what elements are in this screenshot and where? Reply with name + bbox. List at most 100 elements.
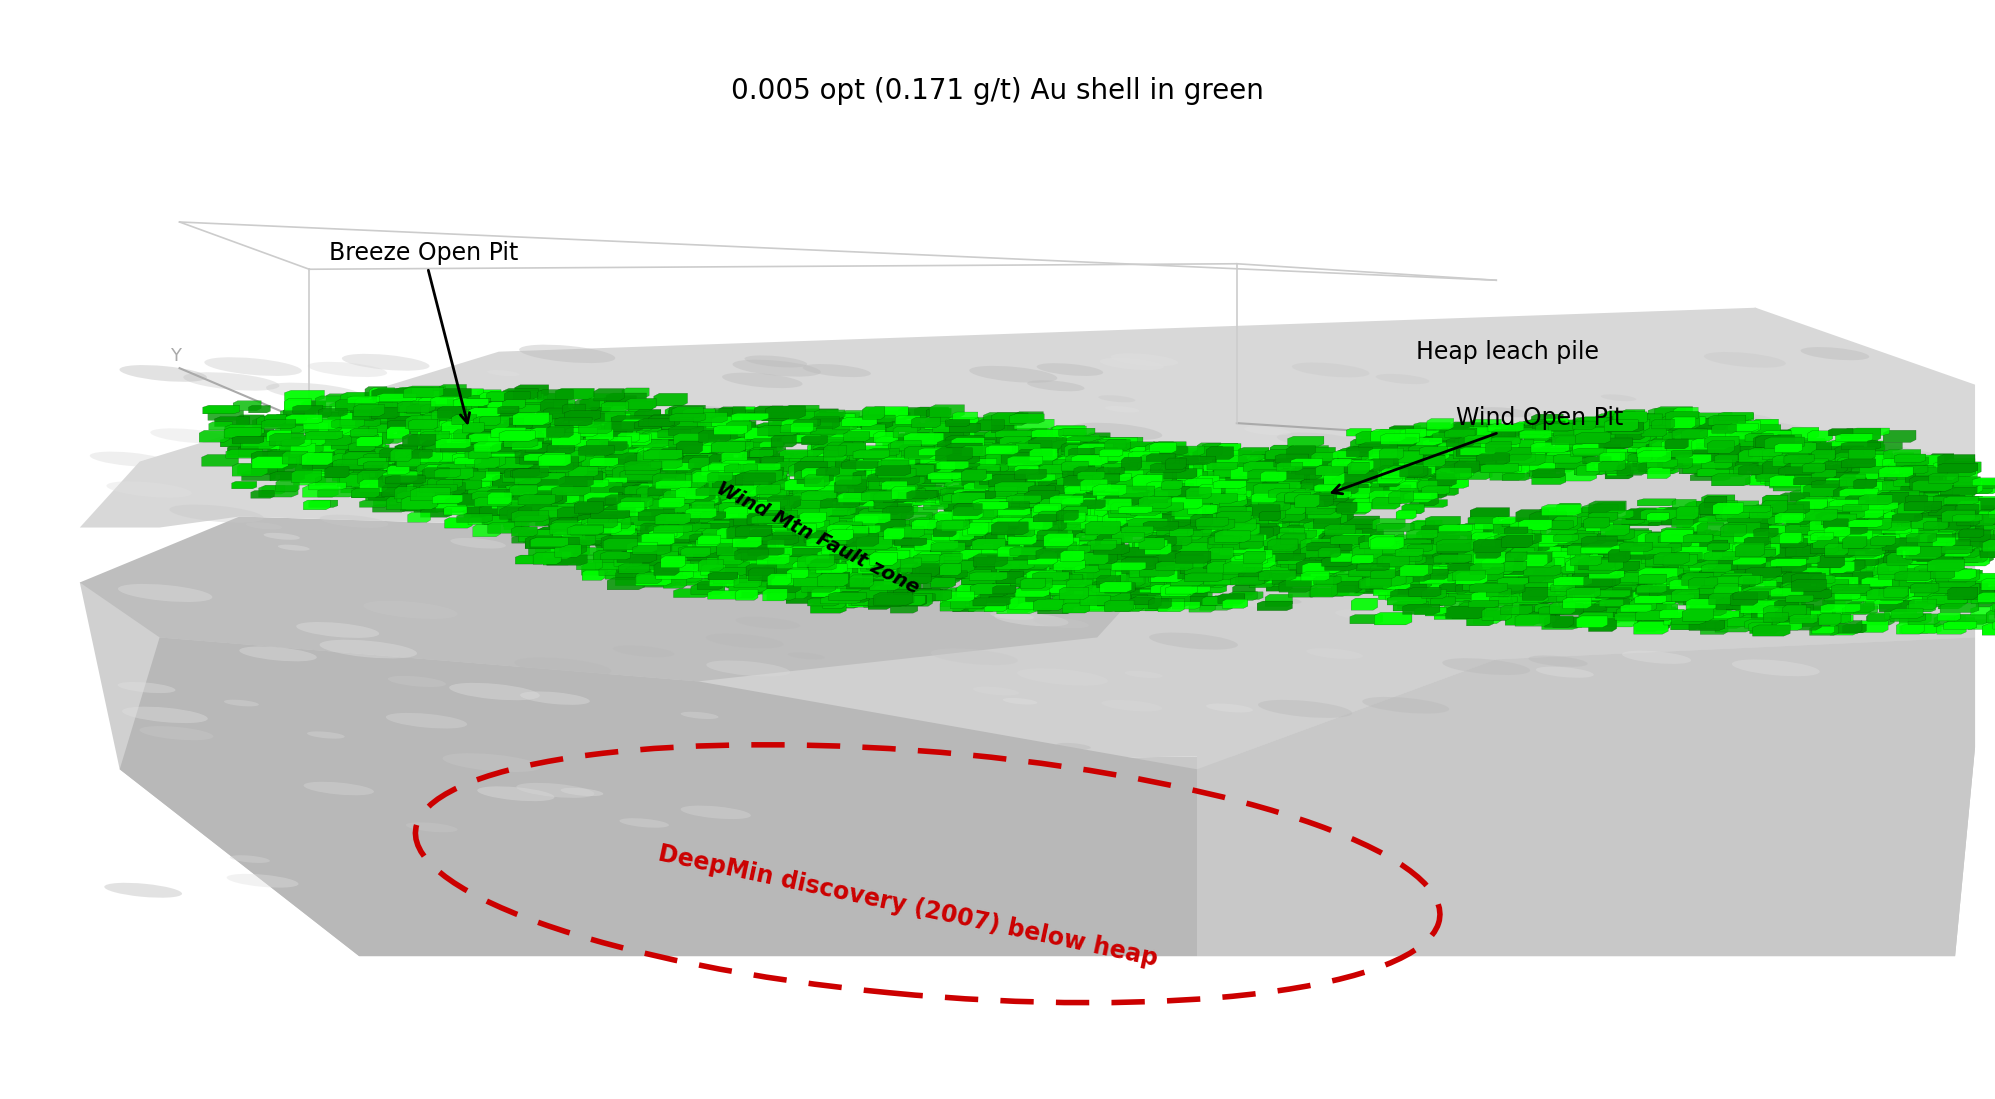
PathPatch shape: [483, 463, 507, 471]
PathPatch shape: [1095, 499, 1131, 510]
PathPatch shape: [1201, 489, 1229, 497]
PathPatch shape: [952, 598, 974, 606]
PathPatch shape: [465, 485, 497, 496]
PathPatch shape: [305, 420, 345, 433]
PathPatch shape: [1173, 496, 1199, 506]
PathPatch shape: [1754, 529, 1778, 536]
PathPatch shape: [656, 571, 692, 579]
PathPatch shape: [1355, 586, 1383, 593]
PathPatch shape: [1233, 528, 1273, 539]
PathPatch shape: [1383, 474, 1408, 486]
PathPatch shape: [730, 585, 762, 596]
PathPatch shape: [654, 446, 678, 458]
PathPatch shape: [1738, 439, 1764, 446]
PathPatch shape: [379, 448, 403, 457]
PathPatch shape: [1965, 498, 1995, 510]
PathPatch shape: [1069, 448, 1095, 455]
PathPatch shape: [1728, 547, 1768, 558]
PathPatch shape: [1257, 466, 1291, 476]
PathPatch shape: [1983, 540, 1995, 552]
PathPatch shape: [363, 426, 387, 439]
Ellipse shape: [1666, 671, 1714, 681]
PathPatch shape: [1117, 596, 1155, 606]
PathPatch shape: [1151, 544, 1183, 553]
Ellipse shape: [1245, 426, 1291, 435]
PathPatch shape: [1598, 466, 1634, 475]
PathPatch shape: [1694, 541, 1726, 551]
PathPatch shape: [1205, 540, 1229, 548]
PathPatch shape: [1861, 533, 1891, 545]
PathPatch shape: [962, 578, 996, 585]
PathPatch shape: [964, 525, 990, 533]
PathPatch shape: [972, 488, 994, 501]
PathPatch shape: [551, 457, 579, 469]
PathPatch shape: [495, 403, 535, 417]
PathPatch shape: [1841, 442, 1881, 449]
PathPatch shape: [1177, 542, 1205, 548]
PathPatch shape: [950, 485, 984, 496]
PathPatch shape: [696, 442, 724, 449]
PathPatch shape: [1967, 506, 1993, 514]
PathPatch shape: [417, 463, 457, 471]
Ellipse shape: [385, 713, 467, 729]
PathPatch shape: [1881, 518, 1907, 525]
PathPatch shape: [1744, 620, 1772, 628]
PathPatch shape: [1658, 577, 1686, 588]
PathPatch shape: [1247, 525, 1273, 535]
PathPatch shape: [495, 420, 535, 433]
PathPatch shape: [868, 598, 906, 607]
PathPatch shape: [1951, 584, 1979, 597]
PathPatch shape: [714, 425, 748, 434]
PathPatch shape: [557, 508, 595, 518]
PathPatch shape: [1648, 571, 1684, 582]
PathPatch shape: [1458, 541, 1480, 551]
PathPatch shape: [1907, 559, 1931, 571]
PathPatch shape: [710, 409, 732, 419]
PathPatch shape: [535, 482, 559, 495]
PathPatch shape: [1652, 608, 1678, 619]
PathPatch shape: [305, 431, 343, 440]
PathPatch shape: [1287, 525, 1309, 532]
PathPatch shape: [1897, 622, 1923, 634]
PathPatch shape: [1217, 569, 1257, 581]
PathPatch shape: [1051, 463, 1081, 475]
PathPatch shape: [1249, 457, 1279, 466]
PathPatch shape: [1975, 514, 1995, 523]
PathPatch shape: [461, 482, 499, 493]
PathPatch shape: [505, 393, 545, 403]
PathPatch shape: [836, 562, 872, 570]
PathPatch shape: [1422, 582, 1446, 592]
PathPatch shape: [800, 409, 838, 419]
PathPatch shape: [852, 592, 880, 606]
PathPatch shape: [1287, 436, 1325, 446]
PathPatch shape: [1510, 578, 1538, 588]
PathPatch shape: [1139, 448, 1177, 456]
PathPatch shape: [1796, 606, 1835, 617]
PathPatch shape: [1907, 603, 1935, 612]
PathPatch shape: [1588, 545, 1624, 554]
PathPatch shape: [1450, 570, 1476, 584]
PathPatch shape: [634, 423, 662, 434]
PathPatch shape: [658, 430, 690, 437]
PathPatch shape: [1277, 474, 1305, 486]
PathPatch shape: [1267, 553, 1305, 560]
PathPatch shape: [1907, 546, 1933, 555]
PathPatch shape: [822, 443, 854, 455]
PathPatch shape: [1648, 542, 1674, 555]
PathPatch shape: [1069, 559, 1095, 568]
PathPatch shape: [317, 436, 345, 444]
PathPatch shape: [395, 445, 417, 454]
PathPatch shape: [1578, 515, 1602, 528]
PathPatch shape: [1359, 488, 1391, 496]
PathPatch shape: [1973, 478, 1995, 486]
PathPatch shape: [1797, 548, 1821, 558]
PathPatch shape: [958, 520, 982, 530]
PathPatch shape: [652, 500, 684, 509]
PathPatch shape: [1458, 550, 1486, 562]
PathPatch shape: [517, 512, 539, 522]
PathPatch shape: [1311, 492, 1347, 502]
PathPatch shape: [1335, 477, 1357, 490]
PathPatch shape: [1444, 544, 1470, 553]
PathPatch shape: [892, 452, 928, 459]
PathPatch shape: [1163, 470, 1201, 482]
